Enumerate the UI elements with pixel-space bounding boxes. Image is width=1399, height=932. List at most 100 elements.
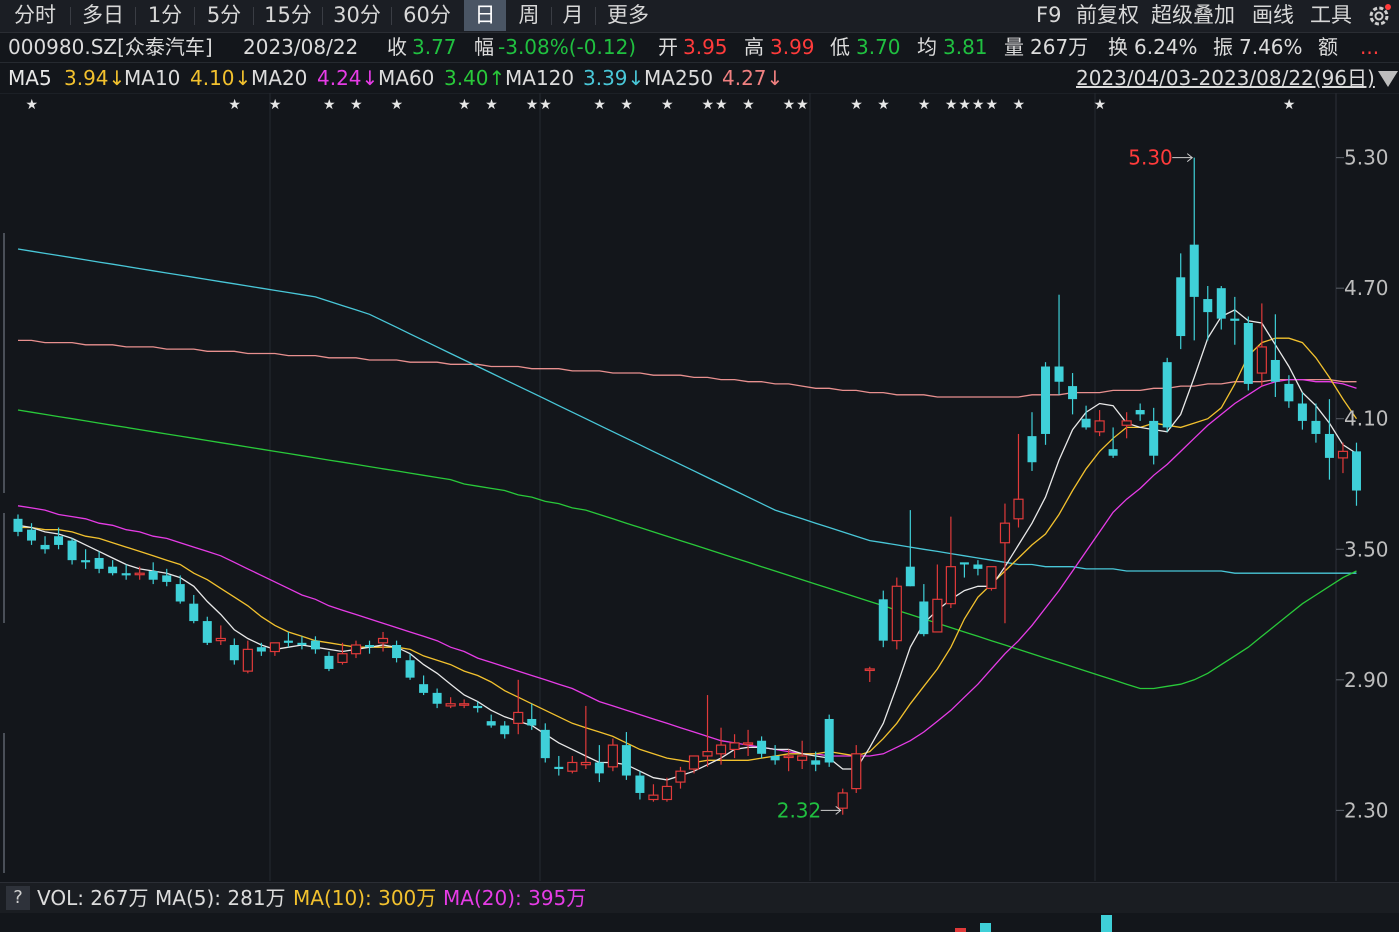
candle	[1284, 375, 1294, 408]
candle-body	[242, 648, 253, 672]
star-marker: ★	[269, 97, 282, 113]
candle	[783, 749, 794, 772]
help-button[interactable]: ?	[6, 886, 30, 910]
volume-label: VOL: 267万	[37, 886, 149, 910]
star-marker: ★	[458, 97, 471, 113]
gear-icon[interactable]	[1366, 3, 1392, 29]
amount-label: 额	[1318, 35, 1338, 59]
candle-body	[1351, 451, 1361, 491]
tab-intraday[interactable]: 分时	[14, 3, 56, 27]
tab-divider	[253, 7, 254, 25]
quote-date: 2023/08/22	[243, 35, 359, 59]
candle	[851, 745, 862, 793]
ma20-label: MA20	[251, 66, 308, 90]
candle-body	[405, 660, 415, 678]
candle-body	[905, 566, 915, 587]
tab-monthly[interactable]: 月	[562, 3, 584, 27]
candle-body	[715, 744, 727, 755]
candle	[648, 784, 659, 802]
ma-legend-bar: MA5 3.94↓ MA10 4.10↓ MA20 4.24↓ MA60 3.4…	[0, 63, 1399, 93]
tab-1min[interactable]: 1分	[147, 3, 183, 27]
candle	[973, 560, 983, 576]
candle-body	[891, 585, 902, 642]
candle	[742, 729, 754, 756]
y-tick-label: 4.10	[1344, 407, 1389, 431]
candle-body	[878, 599, 888, 641]
candle-body	[432, 692, 442, 704]
candle	[1176, 253, 1186, 350]
tab-30min[interactable]: 30分	[333, 3, 381, 27]
candle	[405, 653, 415, 680]
star-marker: ★	[1094, 97, 1107, 113]
candle	[878, 590, 888, 648]
candle-body	[1189, 244, 1199, 297]
y-tick-label: 3.50	[1344, 537, 1389, 561]
tab-15min[interactable]: 15分	[264, 3, 312, 27]
tools-button[interactable]: 工具	[1310, 3, 1352, 27]
star-marker: ★	[958, 97, 971, 113]
candle	[661, 777, 673, 802]
candle-body	[27, 529, 37, 541]
tab-daily[interactable]: 日	[464, 0, 506, 31]
candle	[256, 642, 266, 656]
candle	[81, 549, 91, 569]
tab-more[interactable]: 更多	[607, 3, 649, 27]
date-range-link[interactable]: 2023/04/03-2023/08/22(96日)	[1076, 66, 1375, 90]
candle-body	[1230, 318, 1240, 321]
high-value: 3.99	[770, 35, 815, 59]
star-marker: ★	[485, 97, 498, 113]
star-marker: ★	[796, 97, 809, 113]
candle-body	[540, 729, 550, 759]
tab-5min[interactable]: 5分	[206, 3, 242, 27]
star-marker: ★	[620, 97, 633, 113]
candle	[27, 523, 37, 545]
min-price-label: 2.32	[777, 798, 822, 822]
candle-body	[742, 742, 754, 746]
draw-line-button[interactable]: 画线	[1252, 3, 1294, 27]
volume-ma5: MA(5): 281万	[155, 886, 286, 910]
candle-body	[635, 775, 645, 793]
candle	[54, 527, 64, 550]
tab-multi-day[interactable]: 多日	[82, 3, 124, 27]
candle	[324, 651, 334, 672]
ma5-line	[17, 309, 1357, 781]
overlay-button[interactable]: 超级叠加	[1151, 3, 1235, 27]
close-value: 3.77	[412, 35, 457, 59]
ma10-line	[18, 337, 1358, 764]
volume-bar	[980, 923, 991, 932]
kline-chart[interactable]: ★ ★ ★ ★ ★ ★ ★ ★ ★ ★ ★ ★ ★ ★ ★ ★ ★ ★ ★ ★ ★ ★ ★ ★ ★ ★ ★ ★ 5.304.704.1…	[0, 93, 1399, 881]
candle-body	[297, 642, 307, 646]
candle-body	[1121, 420, 1132, 426]
volume-chart[interactable]	[0, 913, 1399, 932]
volume-bar	[955, 928, 966, 932]
tab-60min[interactable]: 60分	[403, 3, 451, 27]
candlestick-series	[13, 157, 1361, 815]
ma250-label: MA250	[644, 66, 714, 90]
candle	[13, 514, 23, 537]
f9-button[interactable]: F9	[1036, 3, 1062, 27]
y-tick-label: 5.30	[1344, 146, 1389, 170]
candle	[1121, 412, 1132, 439]
candle-body	[675, 770, 686, 783]
candle-body	[1054, 366, 1064, 382]
turnover-value: 6.24%	[1134, 35, 1198, 59]
candle-body	[121, 573, 131, 576]
adjust-mode-button[interactable]: 前复权	[1076, 3, 1139, 27]
change-label: 幅	[474, 35, 494, 59]
avg-label: 均	[917, 35, 937, 59]
volume-value: 267万	[1030, 35, 1089, 59]
star-marker: ★	[715, 97, 728, 113]
tab-weekly[interactable]: 周	[518, 3, 540, 27]
ma20-line	[17, 378, 1357, 757]
candle-body	[500, 725, 510, 735]
ma10-label: MA10	[124, 66, 181, 90]
candle	[1068, 373, 1078, 415]
candle	[1324, 399, 1334, 480]
candle	[1297, 392, 1307, 430]
candle-body	[797, 755, 808, 761]
candle	[607, 738, 618, 772]
candle-body	[688, 755, 700, 770]
caret-down-icon[interactable]	[1378, 71, 1398, 87]
low-label: 低	[830, 35, 850, 59]
star-marker: ★	[1012, 97, 1025, 113]
